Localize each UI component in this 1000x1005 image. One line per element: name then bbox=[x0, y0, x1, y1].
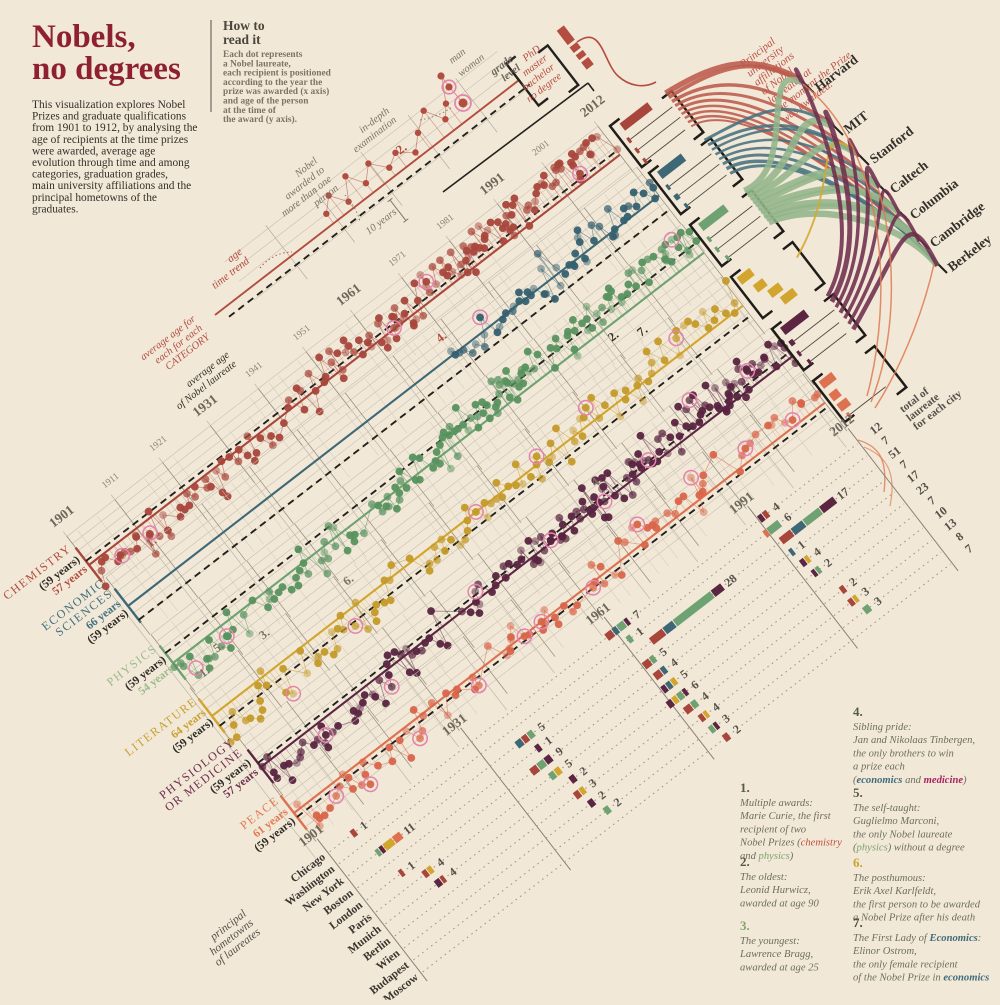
svg-text:a Nobel laureate,: a Nobel laureate, bbox=[223, 59, 291, 69]
svg-text:Each dot represents: Each dot represents bbox=[223, 50, 303, 60]
svg-text:according to the year the: according to the year the bbox=[223, 78, 322, 88]
svg-text:Guglielmo Marconi,: Guglielmo Marconi, bbox=[853, 816, 939, 827]
svg-text:a Nobel Prize after his death: a Nobel Prize after his death bbox=[853, 913, 975, 924]
svg-text:recipient of two: recipient of two bbox=[740, 824, 806, 835]
svg-text:1.: 1. bbox=[740, 780, 750, 795]
svg-text:The posthumous:: The posthumous: bbox=[853, 873, 926, 884]
svg-text:Sibling pride:: Sibling pride: bbox=[853, 722, 912, 733]
svg-text:main university affiliations a: main university affiliations and the bbox=[32, 180, 191, 192]
svg-text:Multiple awards:: Multiple awards: bbox=[739, 798, 813, 809]
svg-text:The youngest:: The youngest: bbox=[740, 936, 800, 947]
svg-text:7.: 7. bbox=[853, 915, 863, 930]
svg-text:The First Lady of Economics:: The First Lady of Economics: bbox=[853, 933, 981, 944]
svg-text:the only Nobel laureate: the only Nobel laureate bbox=[853, 829, 953, 840]
svg-text:6.: 6. bbox=[853, 855, 863, 870]
svg-text:no degrees: no degrees bbox=[32, 51, 181, 87]
svg-text:at the time of: at the time of bbox=[223, 106, 277, 116]
svg-text:The self-taught:: The self-taught: bbox=[853, 803, 920, 814]
svg-text:4.: 4. bbox=[853, 704, 863, 719]
svg-text:Elinor Ostrom,: Elinor Ostrom, bbox=[852, 946, 917, 957]
svg-text:of the Nobel Prize in economic: of the Nobel Prize in economics bbox=[853, 973, 989, 984]
svg-text:Jan and Nikolaas Tinbergen,: Jan and Nikolaas Tinbergen, bbox=[853, 735, 975, 746]
svg-text:3.: 3. bbox=[740, 918, 750, 933]
svg-text:were awarded, average age: were awarded, average age bbox=[32, 145, 155, 157]
svg-text:categories, graduation grades,: categories, graduation grades, bbox=[32, 169, 168, 181]
svg-text:Marie Curie, the first: Marie Curie, the first bbox=[739, 811, 832, 822]
svg-text:prize was awarded (x axis): prize was awarded (x axis) bbox=[223, 86, 329, 97]
svg-text:This visualization explores No: This visualization explores Nobel bbox=[32, 99, 185, 111]
svg-text:Prizes and graduate qualificat: Prizes and graduate qualifications bbox=[32, 111, 187, 123]
svg-text:read it: read it bbox=[223, 32, 261, 47]
svg-text:5.: 5. bbox=[853, 785, 863, 800]
svg-text:and physics): and physics) bbox=[740, 851, 794, 862]
svg-text:How to: How to bbox=[223, 18, 265, 33]
svg-text:2.: 2. bbox=[740, 854, 750, 869]
svg-text:Lawrence Bragg,: Lawrence Bragg, bbox=[739, 949, 813, 960]
svg-text:a prize each: a prize each bbox=[853, 762, 905, 773]
svg-text:the award (y axis).: the award (y axis). bbox=[223, 114, 297, 125]
svg-text:Erik Axel Karlfeldt,: Erik Axel Karlfeldt, bbox=[852, 886, 936, 897]
svg-text:Nobel Prizes (chemistry: Nobel Prizes (chemistry bbox=[739, 838, 842, 849]
svg-text:age of recipients at the time: age of recipients at the time prizes bbox=[32, 134, 189, 146]
svg-text:(physics) without a degree: (physics) without a degree bbox=[853, 843, 965, 854]
svg-text:Nobels,: Nobels, bbox=[32, 19, 136, 55]
svg-text:graduates.: graduates. bbox=[32, 203, 79, 215]
svg-text:Leonid Hurwicz,: Leonid Hurwicz, bbox=[739, 885, 811, 896]
svg-text:the first person to be awarded: the first person to be awarded bbox=[853, 899, 981, 910]
svg-text:evolution through time and amo: evolution through time and among bbox=[32, 157, 190, 169]
svg-text:the only brothers to win: the only brothers to win bbox=[853, 748, 954, 759]
svg-text:The oldest:: The oldest: bbox=[740, 872, 787, 883]
svg-text:the only female recipient: the only female recipient bbox=[853, 959, 959, 970]
svg-text:from 1901 to 1912, by analysin: from 1901 to 1912, by analysing the bbox=[32, 122, 197, 134]
svg-text:awarded at age 90: awarded at age 90 bbox=[740, 898, 819, 909]
svg-text:(economics and medicine): (economics and medicine) bbox=[853, 775, 967, 786]
svg-text:awarded at age 25: awarded at age 25 bbox=[740, 962, 819, 973]
svg-text:and age of the person: and age of the person bbox=[223, 97, 309, 107]
svg-text:each recipient is positioned: each recipient is positioned bbox=[223, 69, 332, 79]
svg-text:principal hometowns of the: principal hometowns of the bbox=[32, 192, 157, 204]
